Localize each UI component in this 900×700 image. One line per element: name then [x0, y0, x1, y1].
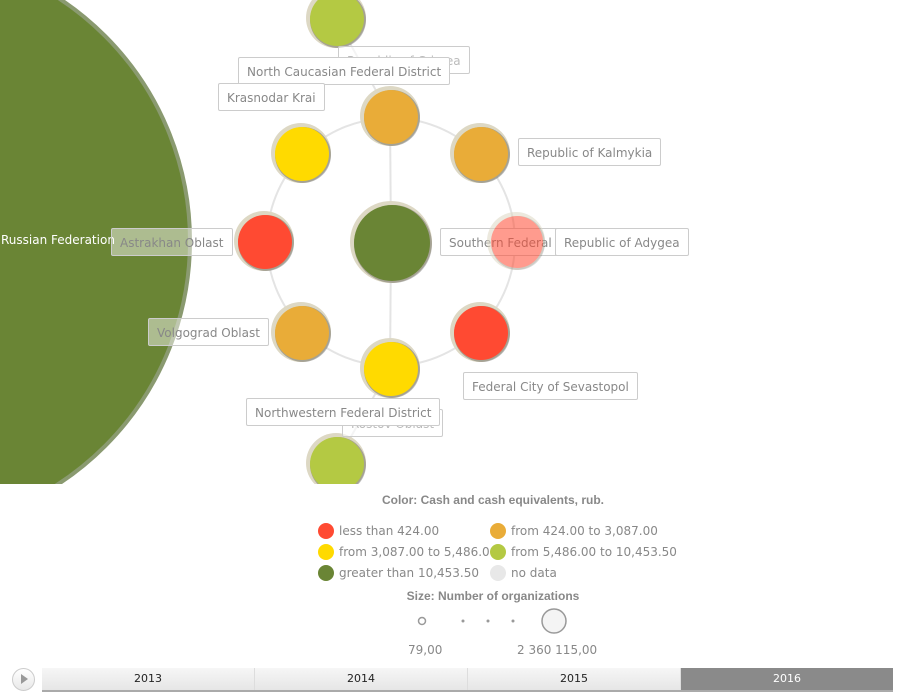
- legend-swatch: [318, 544, 334, 560]
- size-step-dot: [461, 619, 465, 623]
- bubble-astrakhan-oblast: [234, 211, 294, 271]
- label-krasnodar-krai: Krasnodar Krai: [218, 83, 325, 111]
- bubble-northwestern-federal-district: [306, 433, 366, 484]
- timeline-year-2016[interactable]: 2016: [681, 668, 893, 690]
- color-legend-title: Color: Cash and cash equivalents, rub.: [381, 493, 605, 507]
- bubble-chart: Russian Federation Republic of Crimea No…: [0, 0, 689, 484]
- legend-item: greater than 10,453.50: [318, 565, 479, 581]
- bubble-volgograd-oblast: [271, 302, 331, 362]
- legend-swatch: [318, 523, 334, 539]
- legend-item: no data: [490, 565, 557, 581]
- label-north-caucasian-fd: North Caucasian Federal District: [238, 57, 451, 85]
- node-label-russian-federation: Russian Federation: [1, 233, 115, 247]
- legend-swatch: [318, 565, 334, 581]
- bubble-russian-federation: [0, 0, 192, 484]
- size-step-dot: [486, 619, 490, 623]
- size-max-circle: [541, 608, 567, 634]
- size-step-dot: [511, 619, 515, 623]
- bubble-rostov-oblast: [360, 338, 420, 398]
- timeline-year-2015[interactable]: 2015: [468, 668, 681, 690]
- legend-item: from 424.00 to 3,087.00: [490, 523, 658, 539]
- bubble-southern-federal-district: [350, 201, 432, 283]
- timeline: 2013 2014 2015 2016: [42, 668, 893, 692]
- size-legend-title: Size: Number of organizations: [406, 589, 580, 603]
- label-republic-of-adygea: Republic of Adygea: [555, 228, 689, 256]
- bubble-krasnodar-krai: [271, 123, 331, 183]
- size-legend-scale: [417, 608, 567, 634]
- size-min-circle: [417, 616, 427, 626]
- chart-canvas: [0, 0, 516, 484]
- timeline-year-2013[interactable]: 2013: [42, 668, 255, 690]
- bubble-federal-city-of-sevastopol: [450, 302, 510, 362]
- legend-item: from 5,486.00 to 10,453.50: [490, 544, 677, 560]
- legend-item: from 3,087.00 to 5,486.00: [318, 544, 497, 560]
- timeline-year-2014[interactable]: 2014: [255, 668, 468, 690]
- bubble-north-caucasian-federal-district: [360, 86, 420, 146]
- legend-swatch: [490, 523, 506, 539]
- legend-swatch: [490, 565, 506, 581]
- label-sevastopol: Federal City of Sevastopol: [463, 372, 638, 400]
- label-northwestern-fd: Northwestern Federal District: [246, 398, 441, 426]
- legend-swatch: [490, 544, 506, 560]
- bubble-republic-of-crimea: [306, 0, 366, 48]
- legend-item: less than 424.00: [318, 523, 439, 539]
- size-max-label: 2 360 115,00: [517, 643, 598, 657]
- label-astrakhan-oblast: Astrakhan Oblast: [111, 228, 233, 256]
- size-min-label: 79,00: [408, 643, 443, 657]
- bubble-republic-of-kalmykia: [450, 123, 510, 183]
- label-republic-of-kalmykia: Republic of Kalmykia: [518, 138, 662, 166]
- play-button[interactable]: [12, 668, 35, 691]
- label-volgograd-oblast: Volgograd Oblast: [148, 318, 269, 346]
